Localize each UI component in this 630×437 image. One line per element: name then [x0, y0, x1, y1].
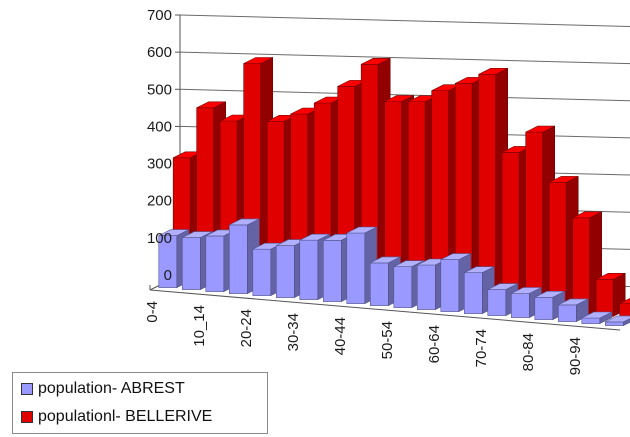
legend: population- ABREST populationl- BELLERIV… [12, 372, 268, 434]
bar-bellerive-15 [525, 125, 556, 311]
y-tick-label: 700 [147, 7, 172, 24]
x-tick-label: 90-94 [567, 337, 584, 375]
legend-item-bellerive: populationl- BELLERIVE [21, 406, 212, 428]
y-tick-label: 100 [147, 230, 172, 247]
x-tick-label: 70-74 [473, 329, 490, 367]
x-tick-label: 30-34 [285, 313, 302, 351]
bar-bellerive-16 [548, 175, 579, 313]
gridline [179, 14, 630, 27]
legend-swatch-abrest [21, 383, 33, 395]
y-tick-labels: 0 100 200 300 400 500 600 700 [147, 7, 172, 284]
x-tick-label: 40-44 [332, 317, 349, 355]
bars [158, 57, 630, 327]
y-tick-label: 300 [147, 156, 172, 173]
legend-item-abrest: population- ABREST [21, 378, 185, 400]
y-tick-label: 200 [147, 193, 172, 210]
x-tick-label: 60-64 [426, 325, 443, 363]
x-tick-label: 20-24 [238, 309, 255, 347]
legend-swatch-bellerive [21, 411, 33, 423]
x-tick-labels: 0-4 10_14 20-24 30-34 40-44 50-54 60-64 70-74 80… [144, 301, 584, 375]
x-tick-label: 50-54 [379, 321, 396, 359]
bar-abrest-17 [557, 298, 589, 323]
legend-label-abrest: population- ABREST [38, 380, 185, 397]
y-tick-label: 0 [164, 267, 172, 284]
legend-label-bellerive: populationl- BELLERIVE [38, 408, 213, 425]
y-tick-label: 400 [147, 118, 172, 135]
gridline [179, 51, 630, 65]
bar-abrest-18 [581, 311, 613, 325]
bar-bellerive-19 [619, 298, 630, 319]
bar-abrest-19 [604, 315, 630, 327]
y-tick-label: 500 [147, 81, 172, 98]
x-tick-label: 80-84 [520, 333, 537, 371]
x-axis-front [149, 289, 621, 331]
y-tick-label: 600 [147, 44, 172, 61]
x-tick-label: 0-4 [144, 301, 161, 323]
x-tick-label: 10_14 [191, 305, 208, 347]
